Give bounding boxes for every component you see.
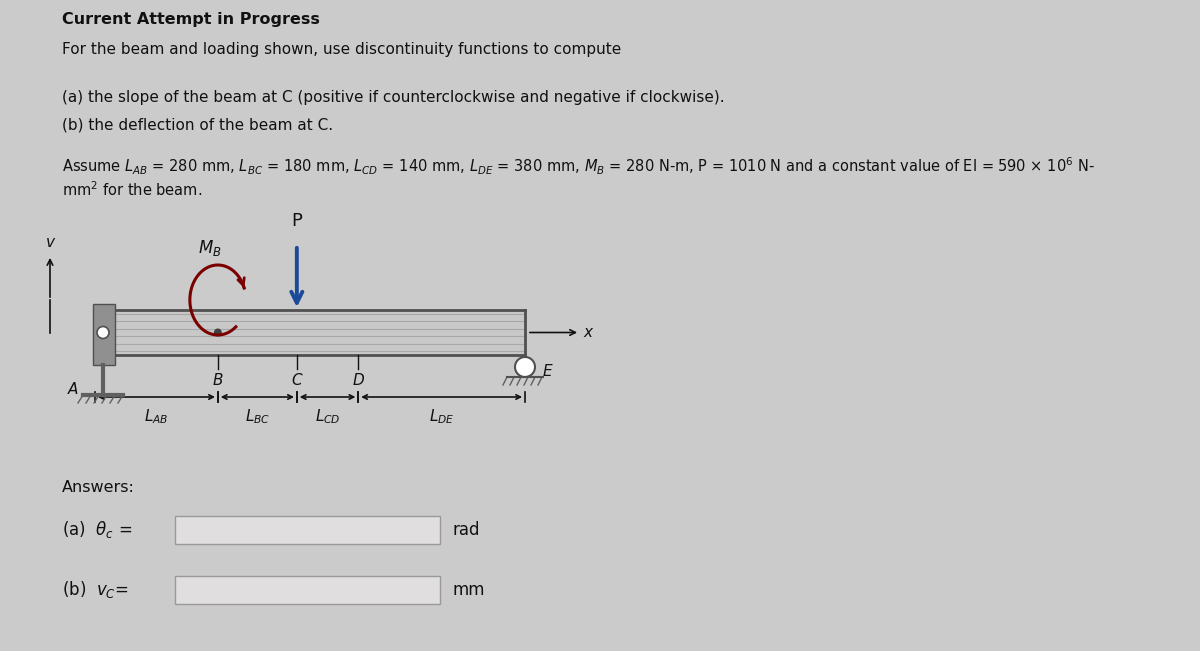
Text: $L_{BC}$: $L_{BC}$ (245, 407, 270, 426)
Circle shape (214, 329, 222, 337)
Bar (95, 310, 526, 355)
Text: D: D (353, 373, 364, 388)
Bar (175, 516, 440, 544)
Text: Answers:: Answers: (62, 480, 134, 495)
Text: $M_B$: $M_B$ (198, 238, 222, 258)
Text: $L_{CD}$: $L_{CD}$ (314, 407, 341, 426)
Text: Assume $L_{AB}$ = 280 mm, $L_{BC}$ = 180 mm, $L_{CD}$ = 140 mm, $L_{DE}$ = 380 m: Assume $L_{AB}$ = 280 mm, $L_{BC}$ = 180… (62, 156, 1094, 178)
Text: mm$^2$ for the beam.: mm$^2$ for the beam. (62, 180, 203, 199)
Text: $L_{AB}$: $L_{AB}$ (144, 407, 169, 426)
Text: rad: rad (452, 521, 480, 539)
Text: (a) the slope of the beam at C (positive if counterclockwise and negative if clo: (a) the slope of the beam at C (positive… (62, 90, 725, 105)
Text: B: B (212, 373, 223, 388)
Text: x: x (583, 325, 592, 340)
Text: C: C (292, 373, 302, 388)
Bar (94, 304, 115, 365)
Text: mm: mm (452, 581, 485, 599)
Text: A: A (68, 383, 78, 398)
Text: (b) the deflection of the beam at C.: (b) the deflection of the beam at C. (62, 118, 334, 133)
Text: v: v (46, 235, 54, 250)
Text: E: E (542, 365, 553, 380)
Bar (175, 576, 440, 604)
Text: Current Attempt in Progress: Current Attempt in Progress (62, 12, 320, 27)
Text: (b)  $v_C$=: (b) $v_C$= (62, 579, 128, 600)
Text: $L_{DE}$: $L_{DE}$ (428, 407, 455, 426)
Circle shape (97, 327, 109, 339)
Text: P: P (292, 212, 302, 230)
Text: (a)  $\theta_c$ =: (a) $\theta_c$ = (62, 519, 132, 540)
Circle shape (515, 357, 535, 377)
Text: For the beam and loading shown, use discontinuity functions to compute: For the beam and loading shown, use disc… (62, 42, 622, 57)
